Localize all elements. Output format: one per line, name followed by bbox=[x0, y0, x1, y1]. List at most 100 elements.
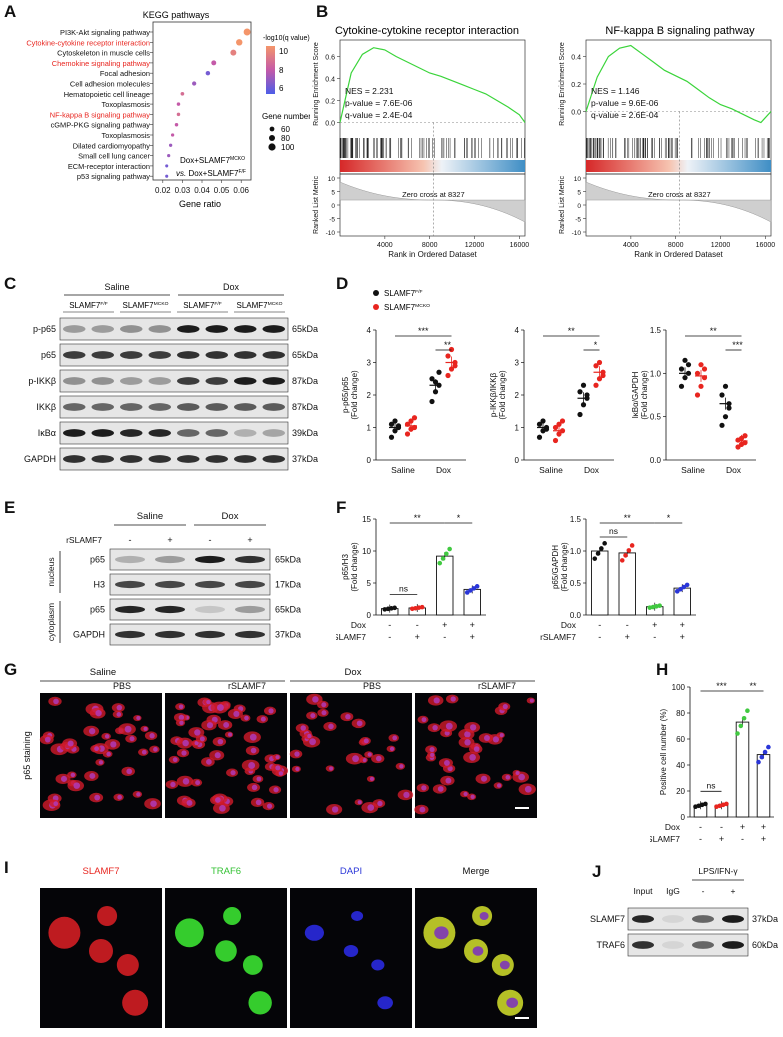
row-label-dox: Dox bbox=[561, 620, 577, 630]
data-point bbox=[674, 589, 680, 594]
blot-band bbox=[91, 377, 114, 385]
row-label-rslamf7: rSLAMF7 bbox=[540, 632, 576, 642]
blot-band bbox=[235, 630, 265, 639]
blot-band bbox=[177, 403, 200, 411]
legend-label-mcko: SLAMF7MCKO bbox=[384, 303, 430, 312]
kegg-dot bbox=[176, 102, 181, 106]
cell-nucleus bbox=[178, 704, 184, 710]
data-point bbox=[471, 586, 477, 591]
ranked-metric-area bbox=[585, 181, 772, 223]
significance-label: ** bbox=[568, 326, 576, 336]
image-column-label: PBS bbox=[113, 681, 131, 691]
blot-kda-label: 65kDa bbox=[292, 350, 318, 360]
cell-nucleus bbox=[470, 794, 475, 799]
kegg-dot bbox=[211, 60, 217, 66]
x-category-label: Saline bbox=[681, 465, 705, 475]
x-tick-label: 0.05 bbox=[214, 186, 230, 195]
blot-row-label: GAPDH bbox=[73, 630, 105, 640]
y-tick-label: 1.5 bbox=[650, 326, 662, 335]
colocalization-images: SLAMF7 TRAF6 DAPI Merge bbox=[40, 866, 537, 1028]
cell-nucleus bbox=[116, 704, 123, 711]
cell-nucleus bbox=[518, 773, 525, 781]
cell-nucleus bbox=[73, 782, 81, 789]
rank-ytick-label: -10 bbox=[572, 230, 582, 237]
blot-band bbox=[177, 351, 200, 359]
size-legend-dot bbox=[269, 126, 275, 132]
cell-nucleus bbox=[141, 749, 147, 755]
genotype-label: SLAMF7F/F bbox=[69, 301, 108, 310]
significance-label: * bbox=[594, 340, 598, 350]
kegg-dot bbox=[230, 49, 237, 56]
cell-nucleus bbox=[377, 800, 383, 807]
blot-band bbox=[234, 403, 257, 411]
legend-dot-mcko bbox=[373, 304, 379, 310]
size-legend-dot bbox=[269, 135, 275, 141]
data-point bbox=[429, 376, 435, 382]
x-tick-label: 0.06 bbox=[233, 186, 249, 195]
kegg-pathway-label: NF-kappa B signaling pathway bbox=[50, 110, 151, 119]
image-column-label: PBS bbox=[363, 681, 381, 691]
data-point bbox=[722, 414, 729, 420]
gsea-left-title: Cytokine-cytokine receptor interaction bbox=[335, 25, 519, 37]
cell-nucleus bbox=[89, 727, 96, 735]
gsea-ylabel-bottom: Ranked List Metric bbox=[313, 176, 320, 234]
blot-strip bbox=[59, 421, 289, 445]
kegg-dot bbox=[180, 91, 185, 96]
blot-band bbox=[115, 605, 145, 614]
cell-nucleus bbox=[499, 960, 510, 970]
x-tick-label: 8000 bbox=[422, 242, 438, 249]
size-legend-dot bbox=[268, 143, 276, 151]
blot-strip bbox=[59, 395, 289, 419]
cell-nucleus bbox=[367, 752, 372, 757]
channel-label: SLAMF7 bbox=[83, 866, 120, 877]
data-point bbox=[592, 556, 598, 561]
y-axis-label: p65/GAPDH bbox=[551, 545, 560, 589]
y-tick-label: 100 bbox=[672, 683, 686, 692]
data-point bbox=[678, 586, 683, 592]
enrichment-curve bbox=[585, 44, 772, 124]
blot-strip bbox=[627, 933, 749, 957]
y-tick-label: 1.5 bbox=[570, 515, 582, 524]
treatment-sign: + bbox=[167, 535, 172, 545]
co-ip-blot: LPS/IFN-γ Input IgG - + SLAMF7 37kDa TRAF6 60kDa… bbox=[590, 866, 778, 957]
dox-sign: + bbox=[442, 620, 447, 630]
panel-label-h: H bbox=[656, 660, 669, 679]
x-tick-label: 0.04 bbox=[194, 186, 210, 195]
cell-nucleus bbox=[182, 778, 190, 785]
blot-strip bbox=[109, 623, 271, 646]
cell-nucleus bbox=[98, 760, 104, 765]
cell-nucleus bbox=[345, 713, 351, 720]
y-tick-label: 40 bbox=[676, 761, 685, 770]
data-point bbox=[623, 553, 628, 558]
significance-label: * bbox=[457, 513, 461, 523]
ranked-metric-area bbox=[339, 181, 526, 223]
cell-nucleus bbox=[421, 785, 427, 791]
blot-band bbox=[148, 403, 171, 411]
blot-band bbox=[235, 555, 265, 564]
data-point bbox=[756, 759, 761, 765]
cell-nucleus bbox=[219, 804, 226, 812]
blot-band bbox=[115, 630, 145, 639]
blot-band bbox=[662, 915, 684, 923]
cell-nucleus bbox=[375, 755, 382, 762]
significance-label: ** bbox=[444, 340, 452, 350]
x-category-label: Saline bbox=[391, 465, 415, 475]
kegg-dot bbox=[168, 143, 173, 147]
kegg-dot bbox=[174, 122, 179, 127]
cell-nucleus bbox=[104, 734, 110, 739]
cell-nucleus bbox=[223, 722, 230, 728]
cell-nucleus bbox=[463, 791, 468, 797]
cell-nucleus bbox=[206, 722, 214, 729]
y-tick-label: 3 bbox=[515, 359, 520, 368]
cell-nucleus bbox=[194, 729, 201, 736]
es-ytick-label: 0.4 bbox=[325, 77, 335, 84]
blot-band bbox=[63, 455, 86, 463]
blot-band bbox=[234, 455, 257, 463]
bar bbox=[735, 721, 750, 818]
lane-label: IgG bbox=[666, 886, 680, 896]
cell-nucleus bbox=[492, 736, 500, 743]
gsea-panel: Cytokine-cytokine receptor interaction N… bbox=[313, 25, 775, 259]
cell-nucleus bbox=[126, 768, 133, 775]
blot-kda-label: 37kDa bbox=[752, 914, 778, 924]
size-legend-tick: 60 bbox=[281, 125, 290, 134]
